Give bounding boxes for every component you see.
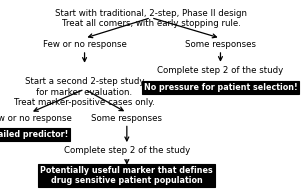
Text: Failed predictor!: Failed predictor!	[0, 130, 68, 139]
Text: Potentially useful marker that defines
drug sensitive patient population: Potentially useful marker that defines d…	[40, 166, 213, 185]
Text: No pressure for patient selection!: No pressure for patient selection!	[143, 83, 297, 92]
Text: Few or no response: Few or no response	[43, 40, 127, 49]
Text: Some responses: Some responses	[185, 40, 256, 49]
Text: Start a second 2-step study
for marker evaluation.
Treat marker-positive cases o: Start a second 2-step study for marker e…	[14, 77, 155, 107]
Text: Complete step 2 of the study: Complete step 2 of the study	[64, 146, 190, 155]
Text: Some responses: Some responses	[91, 114, 162, 123]
Text: Complete step 2 of the study: Complete step 2 of the study	[157, 66, 284, 75]
Text: Start with traditional, 2-step, Phase II design
Treat all comers, with early sto: Start with traditional, 2-step, Phase II…	[55, 9, 247, 28]
Text: Few or no response: Few or no response	[0, 114, 72, 123]
